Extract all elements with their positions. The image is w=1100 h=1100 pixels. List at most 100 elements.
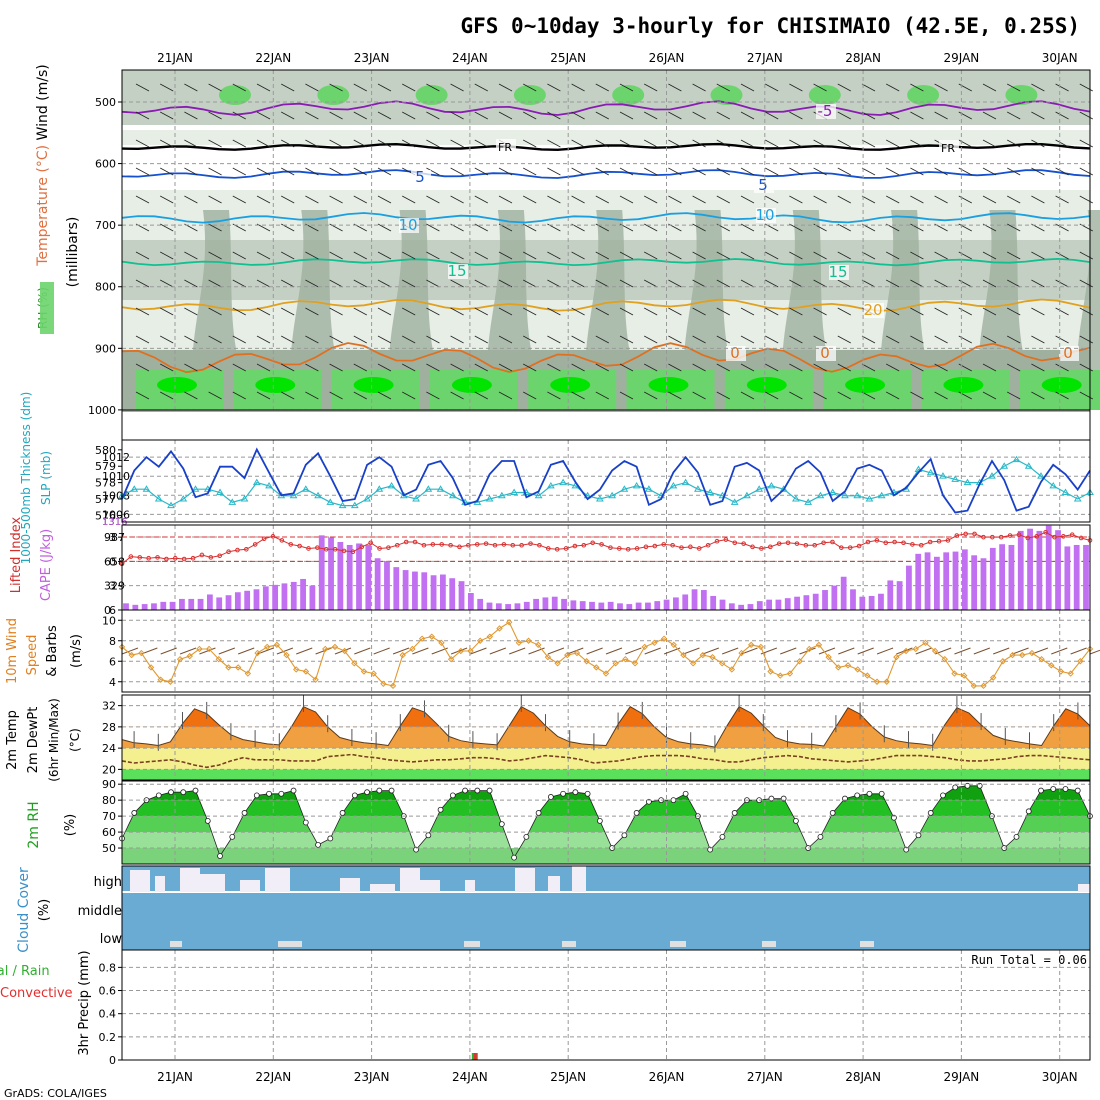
lifted-index-point bbox=[510, 542, 516, 548]
isotherm-label: 10 bbox=[398, 216, 417, 234]
wind-barb bbox=[426, 111, 440, 120]
wind-speed-point bbox=[883, 678, 890, 685]
wind-barb bbox=[305, 195, 319, 204]
rh-point bbox=[278, 790, 285, 797]
top-date-labels: 21JAN 22JAN 23JAN 24JAN 25JAN 26JAN 27JAN 28JAN… bbox=[157, 51, 1077, 65]
cape-axis-label: CAPE (J/kg) bbox=[39, 529, 54, 601]
wind-barb bbox=[619, 307, 634, 316]
wind-barb bbox=[377, 195, 392, 204]
lifted-index-point bbox=[812, 542, 817, 548]
wind-barb bbox=[910, 83, 924, 92]
lifted-index-point bbox=[359, 544, 365, 550]
wind-speed-point bbox=[447, 655, 455, 663]
wind-speed-point bbox=[399, 651, 406, 659]
wind-speed-point bbox=[602, 670, 610, 677]
date-label-top: 24JAN bbox=[452, 51, 488, 65]
wind-barb bbox=[1055, 279, 1069, 288]
precip-legend-total: Total / Rain bbox=[0, 964, 50, 979]
thickness-point bbox=[608, 491, 617, 499]
cape-bar bbox=[337, 542, 344, 610]
wind-barb bbox=[498, 83, 513, 92]
date-label-top: 22JAN bbox=[255, 51, 291, 65]
wind-barb bbox=[668, 111, 682, 120]
wind-barb bbox=[668, 139, 682, 148]
wind-barb bbox=[692, 167, 706, 176]
cape-bar bbox=[700, 590, 707, 610]
wind-barb bbox=[353, 307, 367, 316]
lifted-index-point bbox=[590, 540, 595, 546]
wind-barb bbox=[765, 307, 779, 316]
lifted-index-tick-label: 0 bbox=[109, 555, 116, 568]
rh-point bbox=[388, 787, 395, 794]
rh-tick-label: 70 bbox=[102, 810, 116, 823]
wind-speed-point bbox=[138, 649, 145, 657]
wind-barb bbox=[619, 251, 634, 260]
isotherm-label: 15 bbox=[447, 262, 466, 280]
isotherm-10 bbox=[121, 212, 1091, 224]
cape-bar bbox=[850, 589, 856, 610]
lifted-index-point bbox=[625, 546, 631, 552]
wind-speed-point bbox=[864, 672, 871, 679]
cloud-low-patch bbox=[860, 941, 874, 947]
wind-barb bbox=[716, 111, 730, 120]
lifted-index-point bbox=[1025, 535, 1031, 541]
rh-point bbox=[437, 806, 444, 813]
precip-axis-label: 3hr Precip (mm) bbox=[77, 950, 92, 1055]
wind-barb bbox=[789, 223, 803, 232]
wind-speed-point bbox=[651, 639, 658, 647]
panel-frame bbox=[121, 69, 1091, 411]
thickness-point bbox=[559, 478, 567, 486]
lifted-index-point bbox=[741, 541, 746, 546]
wind-barb bbox=[910, 363, 924, 372]
wind-barb bbox=[256, 195, 271, 204]
temp-tick-label: 28 bbox=[102, 721, 116, 734]
thickness-point bbox=[534, 491, 543, 499]
wind-axis-label: (m/s) bbox=[69, 634, 84, 668]
cape-bar bbox=[1045, 525, 1052, 610]
rh-point bbox=[155, 792, 162, 799]
wind-barb-10m bbox=[392, 647, 410, 655]
wind-barb bbox=[982, 363, 997, 372]
cape-bar bbox=[309, 585, 316, 610]
wind-speed-point bbox=[835, 664, 842, 671]
cape-bar bbox=[206, 594, 213, 610]
wind-barb bbox=[740, 111, 755, 120]
lifted-index-point bbox=[315, 545, 320, 550]
isotherm-label: 10 bbox=[755, 206, 774, 224]
wind-barb bbox=[910, 111, 924, 120]
rh-point bbox=[596, 818, 603, 824]
cape-bar bbox=[1083, 544, 1089, 610]
rh-point bbox=[719, 833, 726, 840]
rh-point bbox=[339, 810, 346, 816]
wind-barb bbox=[571, 307, 585, 316]
lifted-index-point bbox=[137, 555, 143, 560]
wind-barb bbox=[861, 111, 876, 120]
wind-speed-point bbox=[341, 647, 348, 655]
rh-point bbox=[204, 818, 211, 824]
wind-speed-point bbox=[989, 674, 997, 681]
wind-speed-point bbox=[302, 668, 310, 675]
cloud-cover-panel: high middle low Cloud Cover (%) bbox=[16, 866, 1090, 953]
wind-barb-10m bbox=[179, 647, 197, 655]
wind-barb bbox=[329, 335, 343, 344]
wind-speed-point bbox=[999, 658, 1007, 665]
wind-barb bbox=[886, 195, 900, 204]
wind-barb bbox=[523, 111, 537, 120]
wind-barb bbox=[934, 307, 948, 316]
wind-barb bbox=[765, 139, 779, 148]
wind-barb bbox=[208, 167, 222, 176]
lifted-index-point bbox=[323, 546, 329, 552]
rh2m-panel: 50 60 70 80 90 2m RH (%) bbox=[26, 778, 1093, 864]
lifted-index-point bbox=[679, 545, 684, 550]
lifted-index-point bbox=[492, 542, 498, 548]
axis-label-part: 2m Temp bbox=[5, 710, 20, 770]
wind-barb bbox=[934, 335, 948, 344]
lifted-index-point bbox=[430, 542, 436, 547]
date-label-top: 29JAN bbox=[944, 51, 980, 65]
rh-saturated-core bbox=[746, 377, 787, 393]
lifted-index-point bbox=[412, 539, 418, 545]
wind-barb bbox=[716, 83, 730, 92]
wind-barb bbox=[498, 335, 513, 344]
cloud-clear-gap bbox=[400, 868, 420, 892]
wind-barb bbox=[813, 195, 827, 204]
